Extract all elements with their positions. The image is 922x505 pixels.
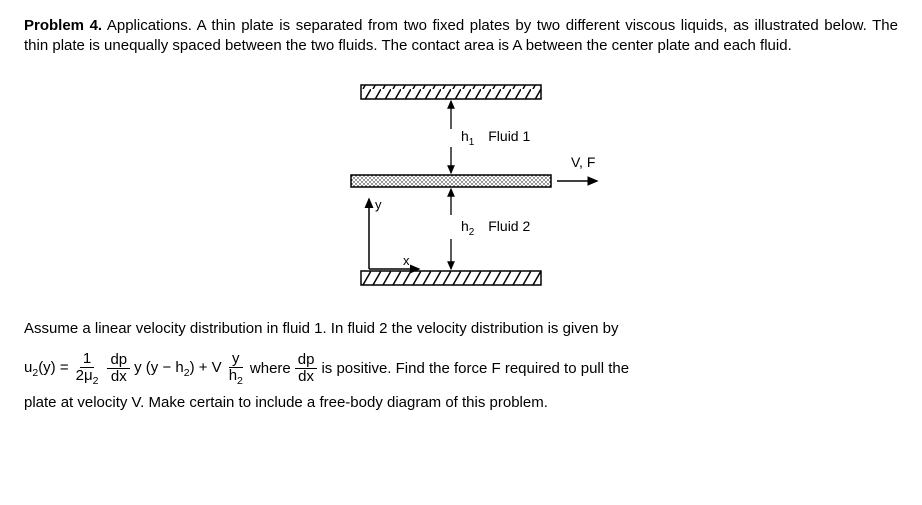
- problem-figure: h1 Fluid 1 V, F h2 Fluid 2 y x: [251, 75, 671, 295]
- problem-label: Problem 4.: [24, 17, 102, 34]
- equation-line: u2(y) = 1 2μ2 dp dx y (y − h2) + V y h2 …: [24, 351, 898, 387]
- frac-dp-dx-1: dp dx: [107, 352, 130, 385]
- top-fixed-plate: [361, 85, 541, 99]
- h2-label: h2 Fluid 2: [461, 218, 530, 238]
- y-axis-label: y: [375, 197, 382, 212]
- h1-label: h1 Fluid 1: [461, 128, 530, 148]
- problem-sentence-3: The contact area is A between the center…: [381, 37, 791, 54]
- frac-y-over-h2: y h2: [226, 351, 246, 387]
- vf-label: V, F: [571, 154, 595, 170]
- x-axis-label: x: [403, 253, 410, 268]
- assumption-line1: Assume a linear velocity distribution in…: [24, 319, 898, 339]
- eq-mid: y (y − h2) + V: [134, 358, 222, 380]
- frac-1-over-2mu2: 1 2μ2: [73, 351, 102, 387]
- u2-lhs: u2(y) =: [24, 358, 69, 380]
- figure-container: h1 Fluid 1 V, F h2 Fluid 2 y x: [24, 75, 898, 295]
- last-line: plate at velocity V. Make certain to inc…: [24, 393, 898, 413]
- problem-title-word: Applications.: [107, 17, 192, 34]
- frac-dp-dx-2: dp dx: [295, 352, 318, 385]
- problem-sentence-1: A thin plate is separated from two fixed…: [197, 17, 867, 34]
- problem-statement: Problem 4. Applications. A thin plate is…: [24, 16, 898, 57]
- where-word: where: [250, 359, 291, 379]
- is-positive-text: is positive. Find the force F required t…: [321, 359, 629, 379]
- center-plate: [351, 175, 551, 187]
- bottom-fixed-plate: [361, 271, 541, 285]
